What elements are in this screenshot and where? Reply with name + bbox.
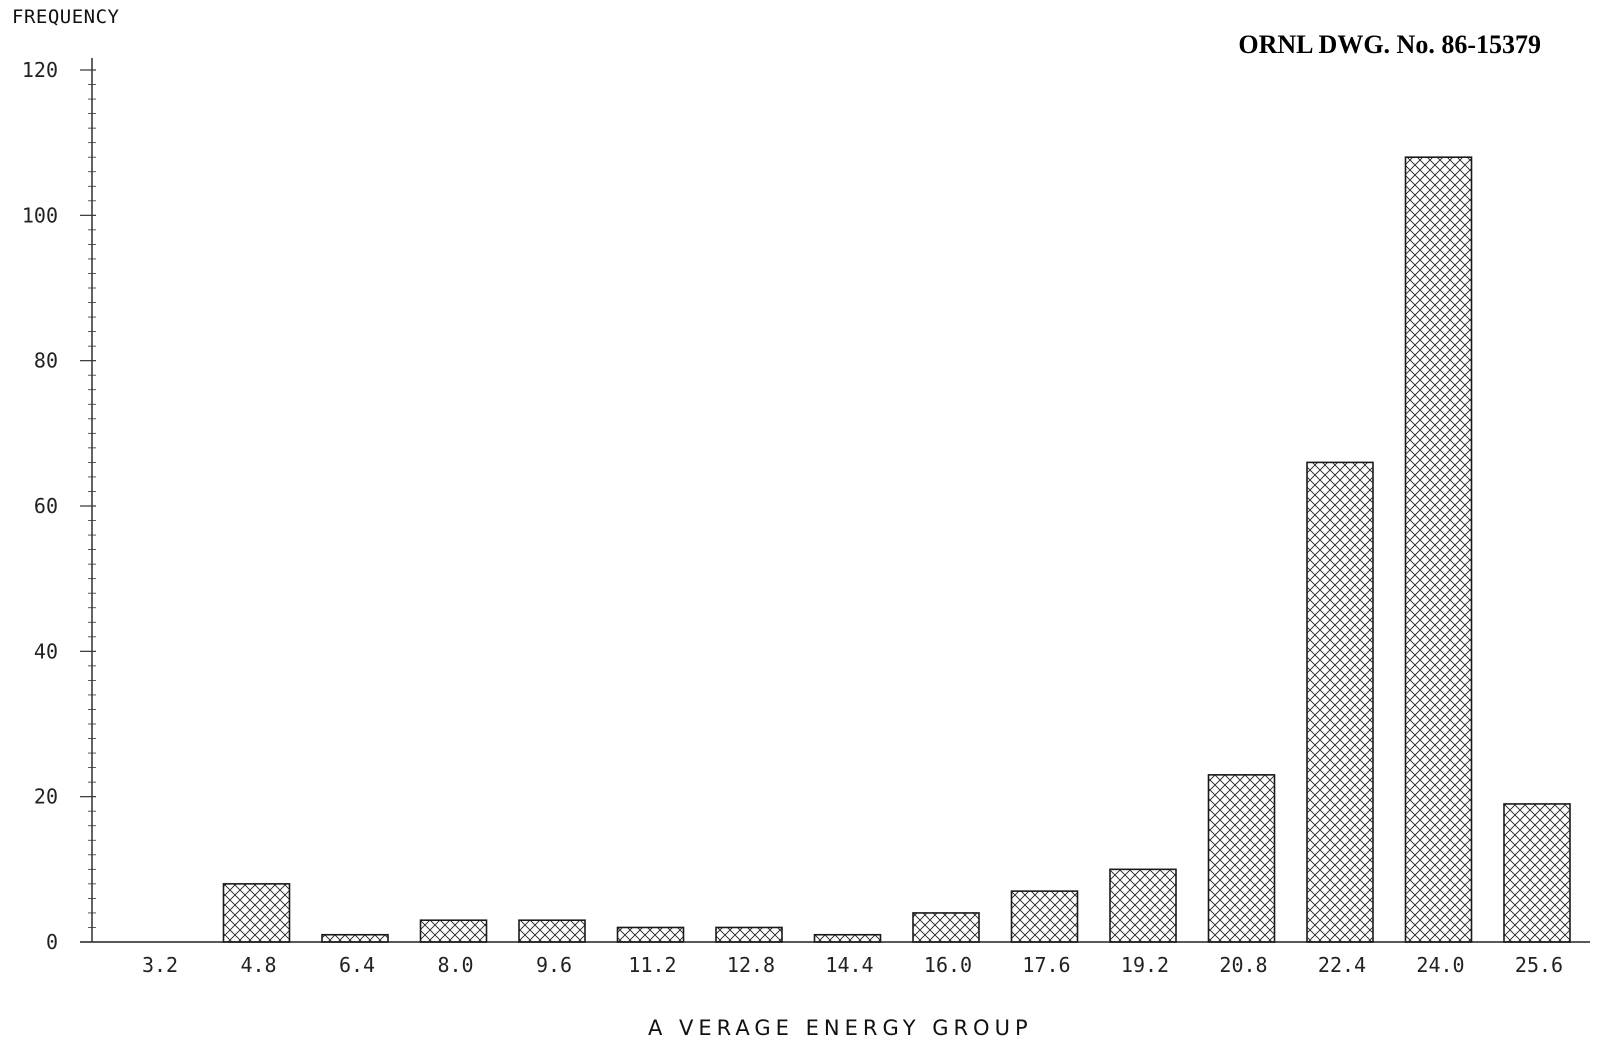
x-tick-label: 11.2 xyxy=(628,953,676,977)
x-tick-label: 16.0 xyxy=(924,953,972,977)
x-tick-label: 25.6 xyxy=(1515,953,1563,977)
x-tick-label: 6.4 xyxy=(339,953,375,977)
y-tick-label: 80 xyxy=(34,349,58,373)
bar xyxy=(912,912,980,943)
bars xyxy=(222,156,1571,943)
bar xyxy=(518,919,586,943)
x-tick-label: 12.8 xyxy=(727,953,775,977)
bar xyxy=(1207,774,1276,943)
bar xyxy=(419,919,488,943)
bar xyxy=(1404,156,1473,943)
x-tick-label: 8.0 xyxy=(437,953,473,977)
y-tick-label: 120 xyxy=(22,58,58,82)
x-tick-label: 17.6 xyxy=(1022,953,1070,977)
x-tick-labels: 3.2 4.8 6.4 8.0 9.6 11.2 12.8 14.4 16.0 17.6 19.2 2… xyxy=(142,953,1563,977)
bar xyxy=(222,883,291,943)
y-tick-label: 40 xyxy=(34,639,58,663)
x-tick-label: 4.8 xyxy=(240,953,276,977)
bar xyxy=(1010,890,1079,943)
y-tick-label: 60 xyxy=(34,494,58,518)
x-tick-label: 9.6 xyxy=(536,953,572,977)
x-tick-label: 14.4 xyxy=(825,953,873,977)
bar xyxy=(715,926,783,943)
x-tick-label: 20.8 xyxy=(1219,953,1267,977)
x-tick-label: 3.2 xyxy=(142,953,178,977)
bar xyxy=(1109,868,1177,943)
y-tick-label: 20 xyxy=(34,785,58,809)
bar xyxy=(1306,461,1374,943)
bar xyxy=(616,926,685,943)
x-tick-label: 22.4 xyxy=(1318,953,1366,977)
x-tick-label: 24.0 xyxy=(1416,953,1464,977)
y-axis-label: FREQUENCY xyxy=(12,6,120,28)
bar xyxy=(321,933,389,943)
y-tick-labels: 0 20 40 60 80 100 120 xyxy=(22,58,58,954)
x-tick-label: 19.2 xyxy=(1121,953,1169,977)
drawing-number: ORNL DWG. No. 86-15379 xyxy=(1238,30,1541,59)
x-axis-label: A VERAGE ENERGY GROUP xyxy=(648,1016,1033,1040)
y-tick-label: 0 xyxy=(46,930,58,954)
bar xyxy=(1503,803,1571,943)
y-tick-label: 100 xyxy=(22,203,58,227)
bar xyxy=(813,933,882,943)
